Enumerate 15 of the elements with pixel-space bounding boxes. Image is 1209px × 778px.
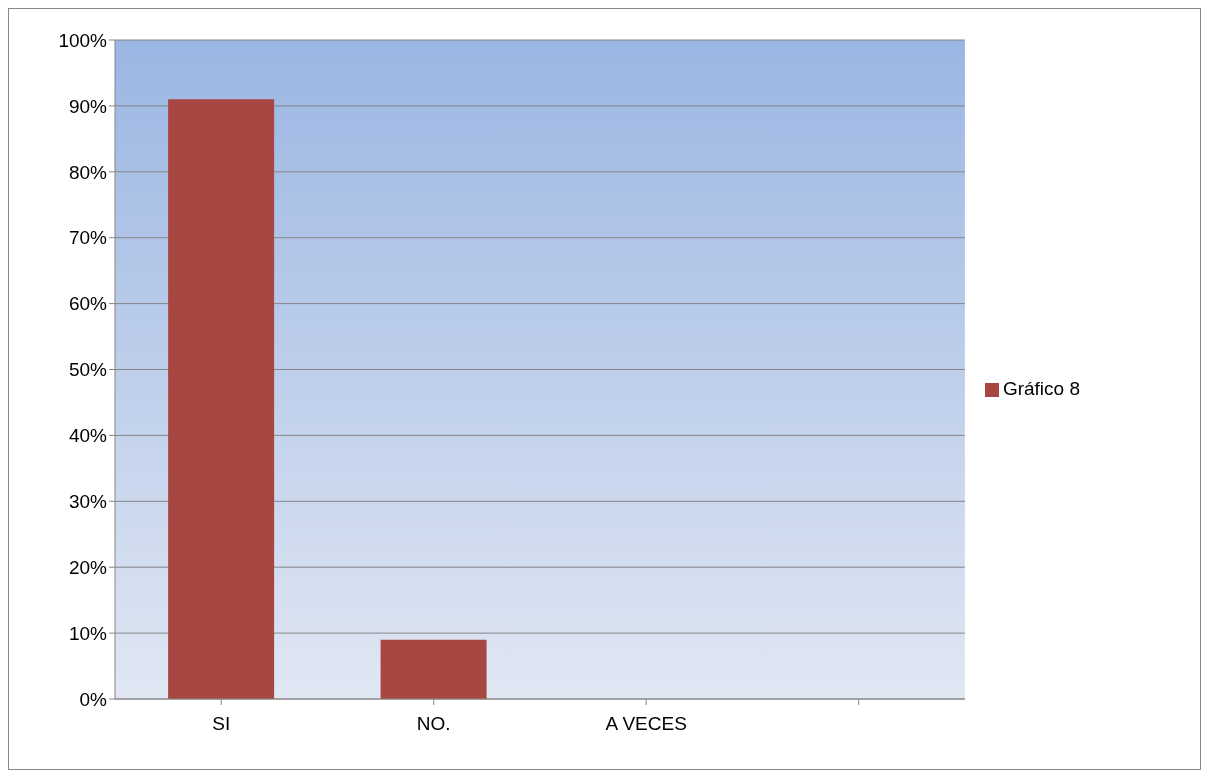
x-tick-label: A VECES: [605, 713, 687, 735]
y-tick-label: 30%: [68, 491, 108, 513]
y-tick-label: 40%: [68, 425, 108, 447]
legend-label: Gráfico 8: [1002, 378, 1080, 399]
y-tick-label: 100%: [58, 29, 108, 51]
y-tick-label: 10%: [68, 622, 108, 644]
y-tick-label: 20%: [68, 556, 108, 578]
y-tick-label: 50%: [68, 359, 108, 381]
y-tick-label: 80%: [68, 161, 108, 183]
y-tick-label: 90%: [68, 95, 108, 117]
y-tick-label: 70%: [68, 227, 108, 249]
y-tick-label: 0%: [79, 688, 108, 710]
x-tick-label: NO.: [416, 713, 451, 735]
x-tick-label: SI: [212, 713, 231, 735]
y-tick-label: 60%: [68, 293, 108, 315]
